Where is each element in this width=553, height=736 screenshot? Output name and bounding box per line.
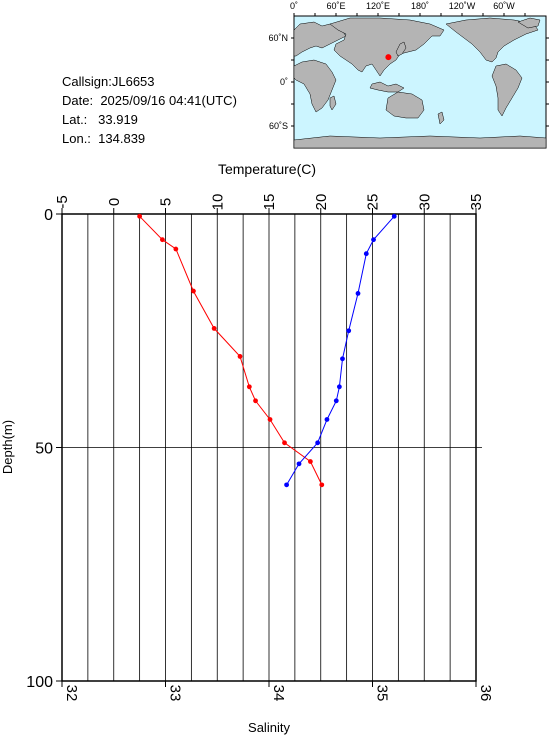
map-latitude-label: 60˚S bbox=[269, 121, 288, 131]
temperature-point bbox=[211, 326, 217, 331]
landmass bbox=[369, 81, 405, 93]
lat-value: 33.919 bbox=[98, 112, 138, 127]
map-longitude-label: 60˚W bbox=[493, 1, 515, 11]
station-marker bbox=[385, 54, 392, 61]
salinity-tick-label: 33 bbox=[167, 685, 184, 702]
lat-label: Lat.: bbox=[62, 112, 88, 127]
landmass bbox=[329, 17, 445, 77]
temperature-point bbox=[173, 246, 179, 252]
salinity-point bbox=[333, 398, 339, 404]
salinity-tick-label: 32 bbox=[63, 685, 80, 702]
temperature-point bbox=[246, 384, 252, 390]
temperature-point bbox=[308, 459, 313, 464]
temperature-tick-label: 20 bbox=[313, 194, 330, 211]
map-latitude-label: 60˚N bbox=[268, 33, 288, 43]
landmass bbox=[491, 63, 523, 117]
salinity-point bbox=[284, 482, 289, 488]
temperature-tick-label: 5 bbox=[158, 198, 175, 206]
salinity-point bbox=[391, 213, 397, 219]
depth-tick-label: 100 bbox=[26, 674, 53, 691]
landmass bbox=[385, 91, 425, 119]
salinity-point bbox=[363, 251, 369, 257]
depth-tick-label: 50 bbox=[35, 441, 53, 458]
map-land bbox=[293, 17, 547, 149]
temperature-tick-label: 30 bbox=[416, 194, 433, 211]
temperature-tick-label: 35 bbox=[468, 194, 485, 211]
salinity-point bbox=[355, 290, 361, 296]
station-info: Callsign:JL6653 Date: 2025/09/16 04:41(U… bbox=[62, 72, 237, 148]
salinity-point bbox=[371, 237, 376, 243]
landmass bbox=[329, 95, 337, 111]
salinity-point bbox=[296, 461, 302, 467]
temperature-tick-label: 10 bbox=[209, 194, 226, 211]
map-longitude-label: 180˚ bbox=[411, 1, 429, 11]
salinity-point bbox=[336, 384, 342, 390]
temperature-point bbox=[159, 237, 165, 243]
salinity-tick-label: 35 bbox=[374, 685, 391, 702]
date-row: Date: 2025/09/16 04:41(UTC) bbox=[62, 91, 237, 110]
salinity-tick-label: 36 bbox=[477, 685, 494, 702]
temperature-point bbox=[253, 398, 258, 404]
temperature-axis-title: Temperature(C) bbox=[218, 161, 316, 177]
date-value: 2025/09/16 04:41(UTC) bbox=[100, 93, 237, 108]
callsign-value: JL6653 bbox=[111, 74, 155, 89]
landmass bbox=[293, 21, 347, 57]
map-longitude-label: 120˚E bbox=[366, 1, 390, 11]
temperature-point bbox=[319, 482, 325, 488]
temperature-point bbox=[237, 354, 243, 359]
temperature-tick-label: 15 bbox=[261, 194, 278, 211]
temperature-tick-label: 0 bbox=[106, 198, 123, 206]
lon-row: Lon.: 134.839 bbox=[62, 129, 237, 148]
callsign-row: Callsign:JL6653 bbox=[62, 72, 237, 91]
temperature-point bbox=[137, 213, 143, 219]
salinity-point bbox=[324, 417, 330, 422]
temperature-point bbox=[282, 440, 287, 446]
temperature-point bbox=[267, 417, 273, 422]
landmass bbox=[293, 135, 547, 149]
temperature-tick-label: 25 bbox=[365, 194, 382, 211]
map-latitude-label: 0˚ bbox=[280, 77, 288, 87]
depth-axis-title: Depth(m) bbox=[0, 420, 15, 474]
landmass bbox=[445, 17, 539, 63]
temperature-point bbox=[191, 288, 196, 294]
salinity-point bbox=[315, 440, 321, 446]
lat-row: Lat.: 33.919 bbox=[62, 110, 237, 129]
callsign-label: Callsign: bbox=[62, 74, 112, 89]
map-longitude-label: 60˚E bbox=[326, 1, 345, 11]
depth-tick-label: 0 bbox=[44, 207, 53, 224]
date-label: Date: bbox=[62, 93, 94, 108]
landmass bbox=[517, 17, 541, 29]
temperature-profile-line bbox=[139, 215, 323, 486]
lon-value: 134.839 bbox=[98, 131, 146, 146]
salinity-point bbox=[346, 328, 352, 334]
lon-label: Lon.: bbox=[62, 131, 91, 146]
map-longitude-label: 120˚W bbox=[449, 1, 476, 11]
salinity-profile-line bbox=[286, 215, 395, 486]
landmass bbox=[395, 41, 407, 57]
temperature-tick-label: -5 bbox=[54, 195, 71, 208]
salinity-axis-title: Salinity bbox=[248, 720, 290, 735]
landmass bbox=[437, 111, 445, 125]
salinity-tick-label: 34 bbox=[270, 685, 287, 702]
landmass bbox=[293, 59, 337, 113]
map-longitude-label: 0˚ bbox=[290, 1, 298, 11]
salinity-point bbox=[340, 356, 345, 362]
